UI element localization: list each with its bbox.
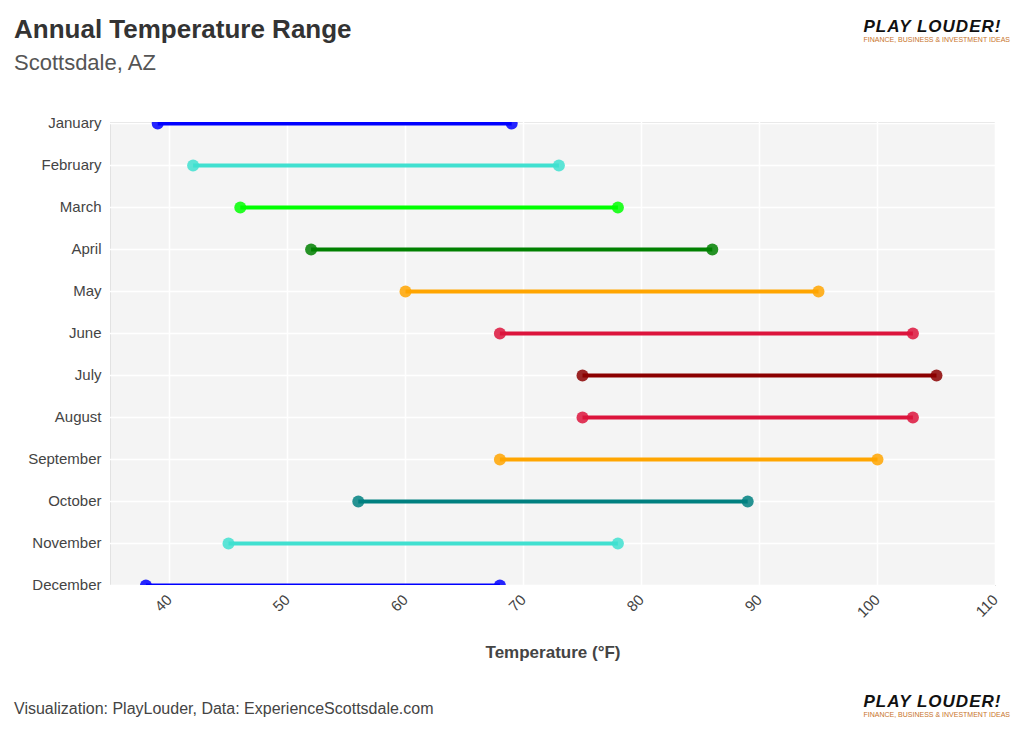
html-text:PLAY LOUDER!: PLAY LOUDER!	[863, 692, 1002, 711]
svg-text:July: July	[75, 366, 102, 383]
svg-text:September: September	[28, 450, 101, 467]
html-text:FINANCE, BUSINESS & INVESTMENT: FINANCE, BUSINESS & INVESTMENT IDEAS	[863, 36, 1010, 43]
svg-text:50: 50	[269, 591, 293, 615]
svg-text:70: 70	[505, 591, 529, 615]
svg-text:100: 100	[853, 591, 883, 621]
svg-text:110: 110	[972, 591, 1001, 620]
html-text:FINANCE, BUSINESS & INVESTMENT: FINANCE, BUSINESS & INVESTMENT IDEAS	[863, 711, 1010, 718]
svg-text:80: 80	[623, 591, 647, 615]
svg-text:90: 90	[741, 591, 765, 615]
svg-text:Temperature (°F): Temperature (°F)	[486, 643, 621, 662]
svg-text:November: November	[32, 534, 101, 551]
svg-text:April: April	[71, 240, 101, 257]
svg-text:August: August	[55, 408, 103, 425]
svg-text:March: March	[60, 198, 102, 215]
html-text:Visualization: PlayLouder, Dat: Visualization: PlayLouder, Data: Experie…	[14, 700, 434, 717]
svg-text:May: May	[73, 282, 102, 299]
svg-text:February: February	[41, 156, 102, 173]
html-text:Scottsdale, AZ: Scottsdale, AZ	[14, 50, 156, 75]
svg-text:January: January	[48, 114, 102, 131]
svg-text:40: 40	[151, 591, 175, 615]
svg-text:June: June	[69, 324, 102, 341]
svg-text:October: October	[48, 492, 101, 509]
html-text:Annual Temperature Range: Annual Temperature Range	[14, 14, 352, 44]
html-text:PLAY LOUDER!: PLAY LOUDER!	[863, 17, 1002, 36]
svg-text:December: December	[32, 576, 101, 593]
svg-text:60: 60	[387, 591, 411, 615]
